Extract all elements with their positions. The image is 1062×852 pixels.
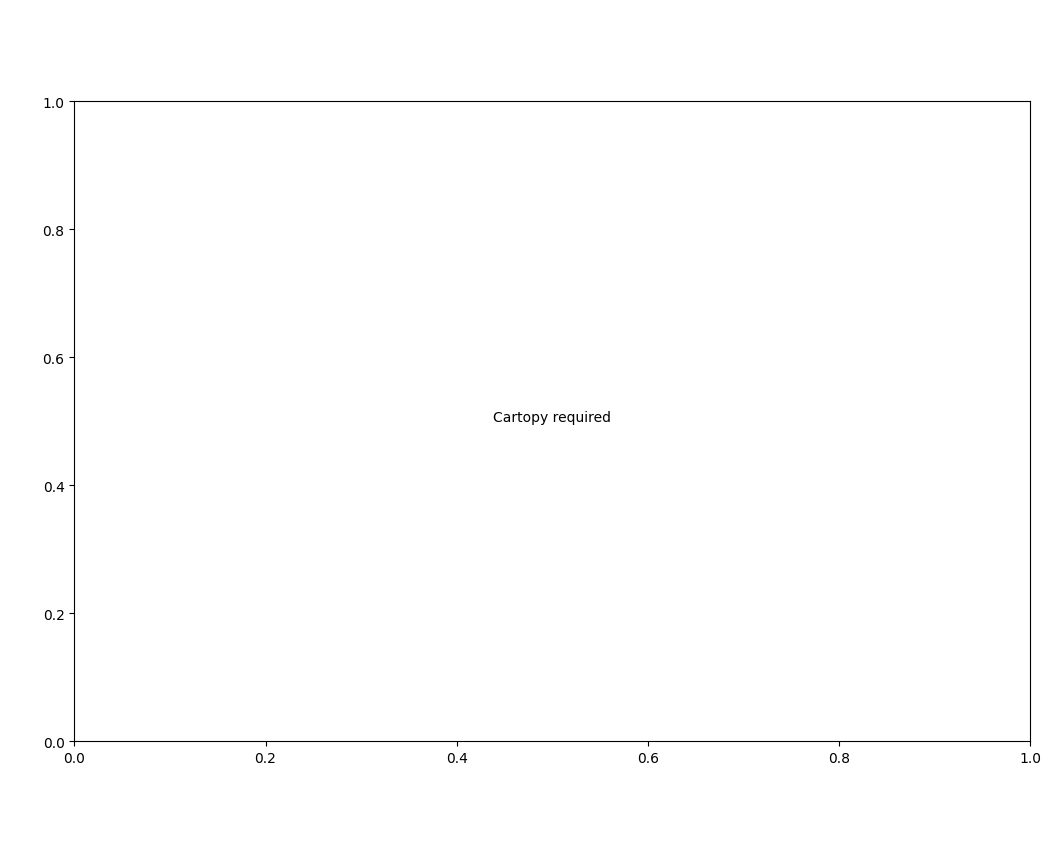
Text: Cartopy required: Cartopy required — [493, 411, 612, 425]
